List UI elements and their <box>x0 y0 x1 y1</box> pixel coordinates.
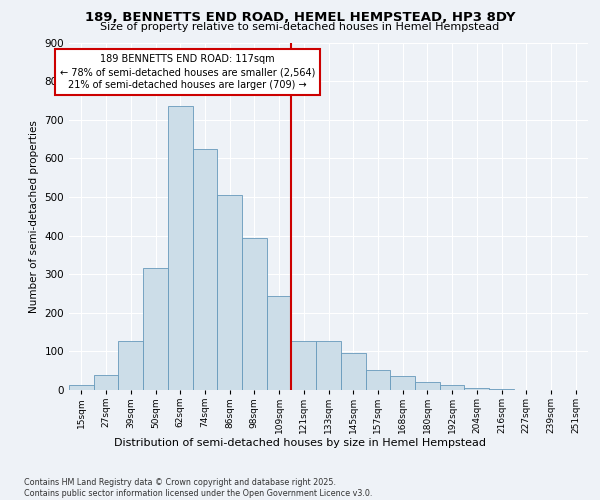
Bar <box>168 106 193 390</box>
Bar <box>94 374 118 390</box>
Bar <box>390 376 415 390</box>
Text: 189, BENNETTS END ROAD, HEMEL HEMPSTEAD, HP3 8DY: 189, BENNETTS END ROAD, HEMEL HEMPSTEAD,… <box>85 11 515 24</box>
Bar <box>242 238 267 390</box>
Bar <box>464 388 489 390</box>
Bar <box>69 386 94 390</box>
Bar <box>489 389 514 390</box>
Bar <box>365 370 390 390</box>
Bar <box>143 268 168 390</box>
Bar <box>217 195 242 390</box>
Text: Size of property relative to semi-detached houses in Hemel Hempstead: Size of property relative to semi-detach… <box>100 22 500 32</box>
Text: Distribution of semi-detached houses by size in Hemel Hempstead: Distribution of semi-detached houses by … <box>114 438 486 448</box>
Bar <box>118 341 143 390</box>
Bar <box>267 296 292 390</box>
Text: 189 BENNETTS END ROAD: 117sqm
← 78% of semi-detached houses are smaller (2,564)
: 189 BENNETTS END ROAD: 117sqm ← 78% of s… <box>60 54 316 90</box>
Bar <box>316 340 341 390</box>
Bar <box>292 340 316 390</box>
Y-axis label: Number of semi-detached properties: Number of semi-detached properties <box>29 120 39 312</box>
Bar <box>415 382 440 390</box>
Bar <box>440 386 464 390</box>
Bar <box>341 354 365 390</box>
Bar <box>193 148 217 390</box>
Text: Contains HM Land Registry data © Crown copyright and database right 2025.
Contai: Contains HM Land Registry data © Crown c… <box>24 478 373 498</box>
